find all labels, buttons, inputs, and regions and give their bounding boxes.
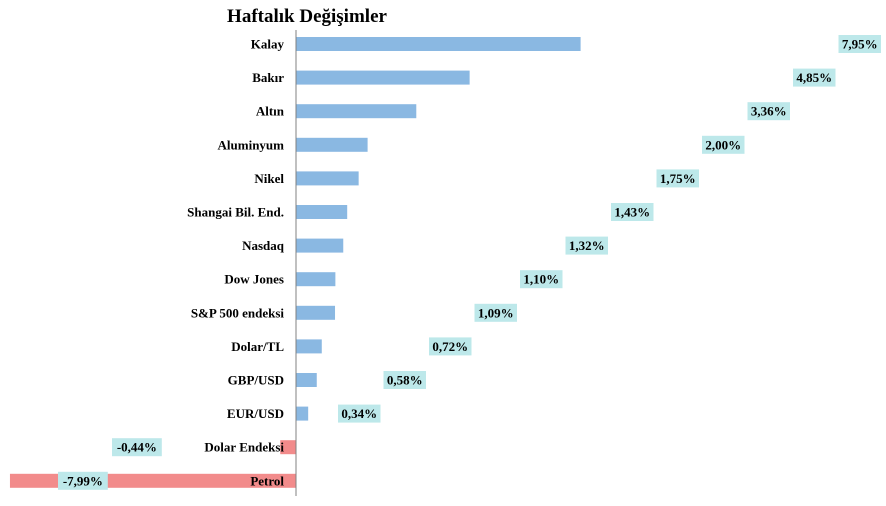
bar — [296, 137, 368, 152]
data-label-background — [565, 236, 608, 255]
category-label: Petrol — [250, 473, 284, 488]
data-label-background — [112, 438, 162, 457]
data-label: 0,58% — [387, 373, 423, 388]
data-label-background — [474, 303, 517, 322]
data-label-background — [429, 337, 472, 356]
category-label: Nasdaq — [242, 238, 285, 253]
data-label-background — [747, 102, 790, 121]
data-label-background — [702, 135, 745, 154]
bar — [296, 238, 344, 253]
data-label-background — [58, 471, 108, 490]
data-label: 4,85% — [796, 70, 832, 85]
data-label: 1,43% — [614, 205, 650, 220]
category-label: Shangai Bil. End. — [187, 205, 284, 220]
bar — [296, 171, 359, 186]
data-label: 1,10% — [523, 272, 559, 287]
data-label: 1,32% — [569, 238, 605, 253]
bar — [296, 37, 581, 51]
bar — [296, 70, 470, 85]
data-label-background — [338, 404, 381, 423]
data-label: 1,75% — [660, 171, 696, 186]
data-label: 2,00% — [705, 137, 741, 152]
data-label: 7,95% — [842, 37, 878, 52]
category-label: Dow Jones — [224, 272, 284, 287]
data-label: -0,44% — [117, 440, 157, 455]
data-label-background — [793, 68, 836, 87]
bar — [280, 440, 296, 455]
bar — [296, 272, 336, 287]
bar — [296, 339, 322, 354]
bar — [296, 406, 309, 421]
data-label-background — [611, 203, 654, 221]
chart-title: Haftalık Değişimler — [227, 6, 387, 27]
category-label: Aluminyum — [218, 137, 285, 152]
data-label: 1,09% — [478, 305, 514, 320]
data-label-background — [838, 35, 881, 53]
category-label: Bakır — [252, 70, 284, 85]
category-label: Kalay — [251, 37, 285, 52]
data-label: 3,36% — [751, 104, 787, 119]
data-label: -7,99% — [63, 473, 103, 488]
bars-group: Kalay 7,95% Bakır 4,85% Altın 3,36% Aluminyum 2… — [9, 35, 881, 490]
category-label: GBP/USD — [228, 373, 284, 388]
category-label: Altın — [256, 104, 285, 119]
data-label: 0,34% — [341, 406, 377, 421]
category-label: Dolar/TL — [231, 339, 284, 354]
bar — [296, 205, 348, 219]
bar — [296, 373, 317, 387]
data-label: 0,72% — [432, 339, 468, 354]
data-label-background — [383, 371, 426, 389]
data-label-background — [656, 169, 699, 188]
category-label: Nikel — [254, 171, 284, 186]
category-label: EUR/USD — [227, 406, 284, 421]
bar — [296, 305, 336, 320]
data-label-background — [520, 270, 563, 289]
bar — [296, 104, 417, 119]
category-label: Dolar Endeksi — [204, 440, 284, 455]
category-label: S&P 500 endeksi — [191, 305, 285, 320]
